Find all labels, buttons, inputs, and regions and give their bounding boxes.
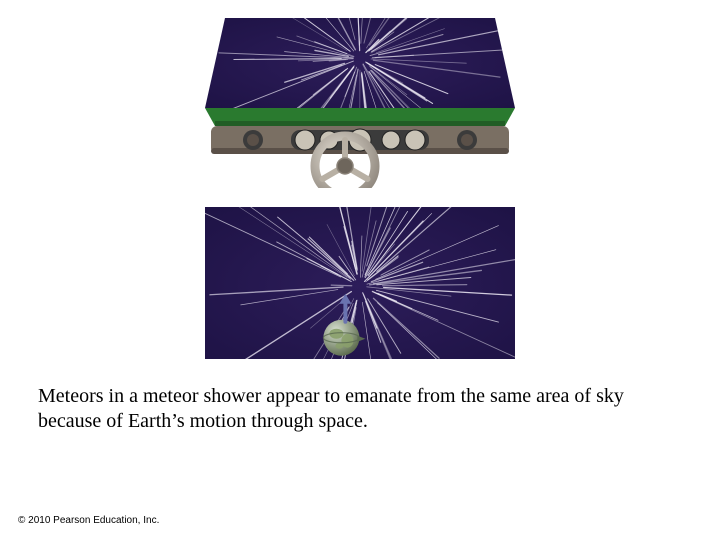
figure-caption: Meteors in a meteor shower appear to ema… bbox=[0, 378, 720, 434]
top-illustration bbox=[205, 18, 515, 193]
bottom-illustration bbox=[205, 207, 515, 364]
figure-container bbox=[0, 0, 720, 378]
copyright-notice: © 2010 Pearson Education, Inc. bbox=[18, 515, 159, 526]
dashboard-starfield-svg bbox=[205, 18, 515, 188]
earth-starfield-svg bbox=[205, 207, 515, 359]
